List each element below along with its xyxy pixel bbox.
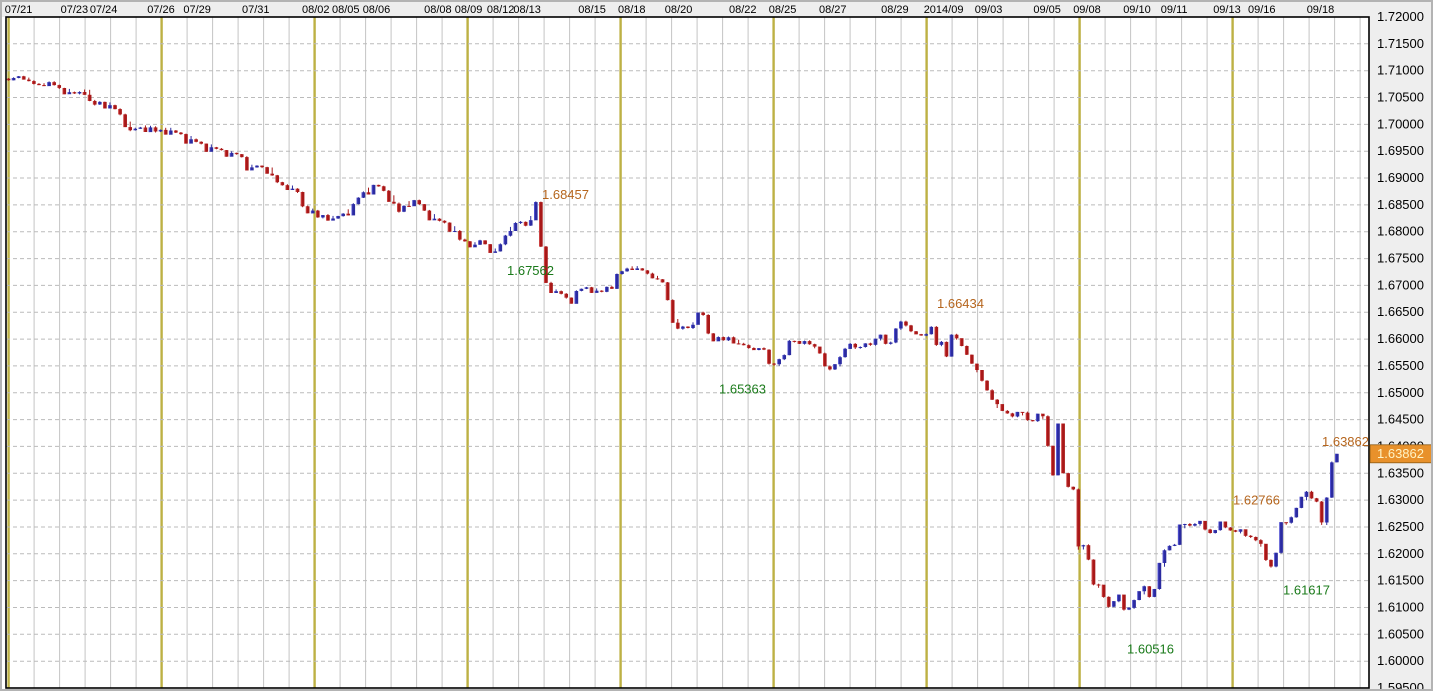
- svg-text:08/12: 08/12: [487, 4, 515, 16]
- svg-text:1.67500: 1.67500: [1377, 251, 1424, 266]
- svg-text:07/21: 07/21: [5, 4, 33, 16]
- svg-text:1.61500: 1.61500: [1377, 573, 1424, 588]
- svg-text:1.61000: 1.61000: [1377, 600, 1424, 615]
- svg-text:07/26: 07/26: [147, 4, 175, 16]
- svg-text:1.60516: 1.60516: [1127, 642, 1174, 657]
- svg-text:1.68500: 1.68500: [1377, 197, 1424, 212]
- svg-text:1.66000: 1.66000: [1377, 331, 1424, 346]
- svg-text:08/18: 08/18: [618, 4, 646, 16]
- svg-text:1.65000: 1.65000: [1377, 385, 1424, 400]
- svg-text:09/18: 09/18: [1307, 4, 1335, 16]
- svg-text:1.62500: 1.62500: [1377, 519, 1424, 534]
- svg-text:09/08: 09/08: [1073, 4, 1101, 16]
- svg-text:1.71500: 1.71500: [1377, 36, 1424, 51]
- svg-text:07/24: 07/24: [90, 4, 118, 16]
- svg-text:1.62766: 1.62766: [1233, 493, 1280, 508]
- svg-text:08/27: 08/27: [819, 4, 847, 16]
- svg-text:07/23: 07/23: [61, 4, 89, 16]
- svg-text:08/02: 08/02: [302, 4, 330, 16]
- svg-text:08/15: 08/15: [578, 4, 606, 16]
- svg-text:08/20: 08/20: [665, 4, 693, 16]
- svg-text:1.59500: 1.59500: [1377, 680, 1424, 691]
- svg-text:1.67562: 1.67562: [507, 263, 554, 278]
- svg-text:1.62000: 1.62000: [1377, 546, 1424, 561]
- svg-text:1.68000: 1.68000: [1377, 224, 1424, 239]
- svg-text:08/08: 08/08: [424, 4, 452, 16]
- svg-text:1.66434: 1.66434: [937, 296, 984, 311]
- svg-text:1.63862: 1.63862: [1322, 434, 1369, 449]
- svg-text:1.64500: 1.64500: [1377, 412, 1424, 427]
- svg-text:1.72000: 1.72000: [1377, 9, 1424, 24]
- svg-text:1.63862: 1.63862: [1377, 446, 1424, 461]
- svg-text:08/06: 08/06: [363, 4, 391, 16]
- svg-text:1.70500: 1.70500: [1377, 90, 1424, 105]
- svg-text:1.61617: 1.61617: [1283, 582, 1330, 597]
- svg-text:08/22: 08/22: [729, 4, 757, 16]
- svg-text:09/03: 09/03: [975, 4, 1003, 16]
- svg-text:08/13: 08/13: [513, 4, 541, 16]
- svg-text:1.65500: 1.65500: [1377, 358, 1424, 373]
- svg-text:1.69000: 1.69000: [1377, 170, 1424, 185]
- svg-text:1.70000: 1.70000: [1377, 116, 1424, 131]
- svg-text:09/10: 09/10: [1123, 4, 1151, 16]
- svg-text:1.69500: 1.69500: [1377, 143, 1424, 158]
- svg-text:1.67000: 1.67000: [1377, 277, 1424, 292]
- svg-text:07/31: 07/31: [242, 4, 270, 16]
- svg-text:07/29: 07/29: [183, 4, 211, 16]
- svg-text:1.63000: 1.63000: [1377, 492, 1424, 507]
- svg-text:2014/09: 2014/09: [924, 4, 964, 16]
- svg-text:1.63500: 1.63500: [1377, 465, 1424, 480]
- svg-text:1.65363: 1.65363: [719, 381, 766, 396]
- svg-text:09/05: 09/05: [1033, 4, 1061, 16]
- svg-text:1.60000: 1.60000: [1377, 653, 1424, 668]
- svg-text:08/25: 08/25: [769, 4, 797, 16]
- svg-text:08/29: 08/29: [881, 4, 909, 16]
- svg-text:09/11: 09/11: [1161, 4, 1188, 16]
- svg-text:1.71000: 1.71000: [1377, 63, 1424, 78]
- svg-text:1.68457: 1.68457: [542, 187, 589, 202]
- svg-text:1.60500: 1.60500: [1377, 626, 1424, 641]
- svg-text:09/13: 09/13: [1213, 4, 1241, 16]
- svg-text:08/05: 08/05: [332, 4, 360, 16]
- svg-text:08/09: 08/09: [455, 4, 483, 16]
- svg-text:09/16: 09/16: [1248, 4, 1276, 16]
- svg-text:1.66500: 1.66500: [1377, 304, 1424, 319]
